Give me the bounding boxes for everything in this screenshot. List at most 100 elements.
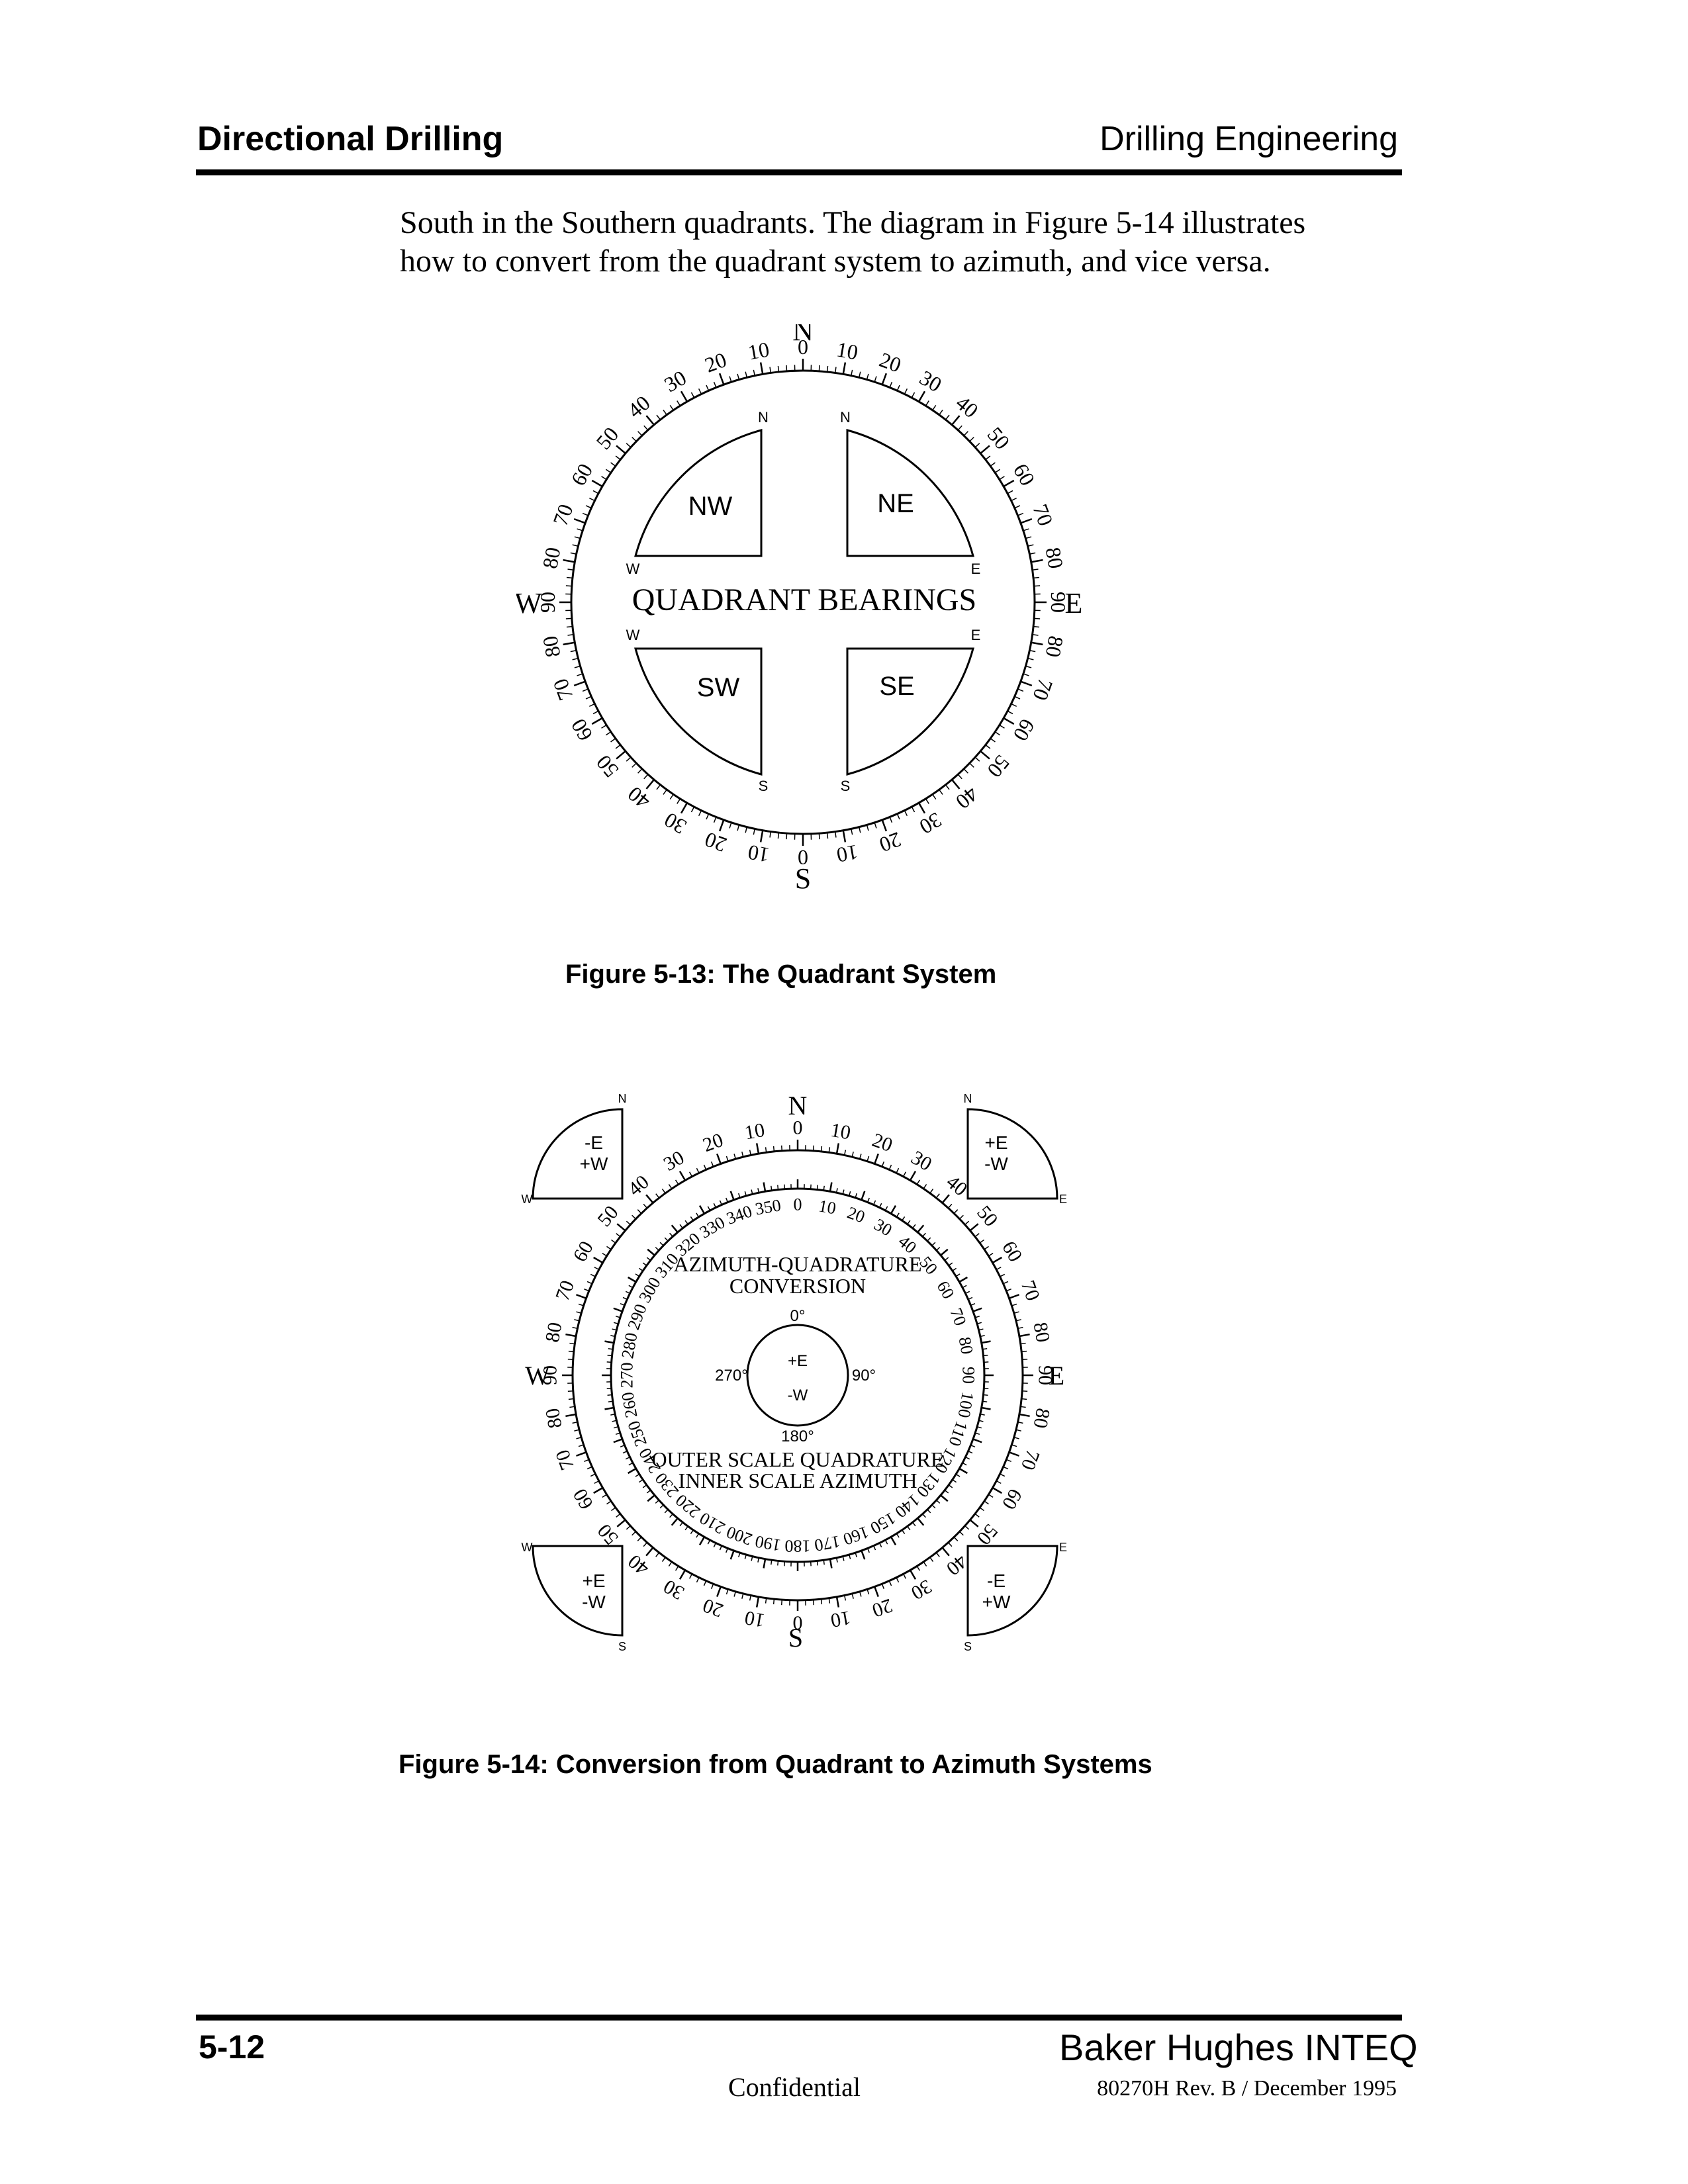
corner-nw	[532, 1108, 624, 1200]
inner-ring	[610, 1187, 986, 1563]
scale-tick	[628, 1462, 633, 1466]
scale-tick	[902, 1216, 906, 1221]
corner-ne-line1: +E	[984, 1132, 1008, 1153]
scale-tick	[972, 1438, 982, 1443]
scale-label: 260	[618, 1390, 641, 1419]
scale-label: 0	[798, 335, 808, 359]
scale-tick	[823, 1560, 825, 1565]
scale-tick	[664, 1237, 669, 1242]
scale-tick	[890, 1205, 897, 1214]
scale-tick	[867, 1197, 870, 1203]
scale-tick	[974, 1233, 980, 1238]
scale-tick	[983, 1394, 988, 1396]
scale-tick	[968, 1451, 973, 1454]
scale-tick	[867, 1589, 870, 1595]
scale-tick	[904, 388, 908, 394]
scale-label: 10	[835, 337, 860, 364]
center-oneeighty-label: 180°	[781, 1428, 814, 1445]
header-section-title: Directional Drilling	[197, 120, 504, 158]
scale-tick	[965, 1291, 970, 1295]
scale-tick	[567, 1390, 573, 1392]
scale-tick	[842, 1556, 845, 1561]
scale-label: 340	[724, 1201, 755, 1228]
scale-tick	[569, 1406, 575, 1408]
corner-se	[966, 1545, 1058, 1637]
scale-tick	[1015, 1429, 1021, 1432]
scale-tick	[896, 813, 900, 820]
scale-tick	[707, 1539, 711, 1545]
scale-tick	[610, 462, 616, 467]
scale-tick	[605, 731, 612, 736]
scale-label: 10	[835, 841, 860, 868]
scale-tick	[567, 1358, 573, 1361]
scale-tick	[628, 1467, 637, 1475]
scale-tick	[659, 1504, 664, 1509]
scale-tick	[574, 536, 581, 539]
scale-tick	[572, 1421, 578, 1424]
figure-5-14-caption: Figure 5-14: Conversion from Quadrant to…	[399, 1750, 1152, 1779]
scale-tick	[939, 789, 943, 795]
scale-tick	[661, 1557, 666, 1562]
quadrant-sectors	[634, 429, 974, 776]
scale-tick	[881, 373, 888, 385]
scale-tick	[751, 1556, 753, 1561]
scale-tick	[851, 1152, 854, 1158]
scale-tick	[563, 559, 575, 563]
scale-tick	[726, 1589, 729, 1595]
scale-tick	[696, 1533, 700, 1538]
scale-tick	[990, 462, 996, 467]
scale-label: 20	[869, 1129, 895, 1156]
small-n-left: N	[758, 409, 769, 426]
small-e-upper: E	[971, 561, 981, 577]
scale-tick	[866, 825, 869, 831]
corner-nw-line1: -E	[585, 1132, 603, 1153]
scale-label: 30	[915, 365, 946, 396]
cardinal-s: S	[795, 862, 811, 895]
scale-tick	[763, 1182, 767, 1192]
scale-tick	[585, 505, 592, 509]
cardinal-s: S	[788, 1623, 803, 1653]
scale-label: 50	[983, 422, 1015, 454]
scale-tick	[889, 817, 893, 823]
label-se: SE	[879, 672, 914, 701]
header-chapter-title: Drilling Engineering	[1100, 120, 1398, 158]
scale-tick	[589, 497, 595, 502]
scale-tick	[896, 1533, 900, 1538]
scale-tick	[606, 1500, 612, 1505]
scale-tick	[904, 810, 908, 816]
scale-tick	[620, 1303, 625, 1306]
scale-tick	[1025, 665, 1032, 668]
scale-tick	[755, 1596, 760, 1608]
scale-label: 0	[793, 1612, 803, 1634]
scale-tick	[1017, 1421, 1023, 1424]
scale-tick	[843, 1150, 847, 1156]
scale-tick	[771, 1560, 773, 1565]
scale-label: 40	[624, 1171, 653, 1201]
scale-label: 50	[983, 751, 1015, 782]
scale-label: 20	[845, 1203, 867, 1226]
cardinal-n: N	[792, 324, 814, 347]
scale-label: 0	[793, 1117, 803, 1139]
scale-tick	[820, 1146, 823, 1152]
scale-label: 50	[591, 751, 623, 782]
scale-tick	[1029, 650, 1036, 653]
scale-tick	[941, 1547, 950, 1557]
scale-tick	[996, 1266, 1002, 1271]
scale-tick	[859, 1591, 862, 1597]
scale-label: 60	[569, 1485, 598, 1513]
scale-tick	[729, 376, 732, 383]
scale-label: 200	[724, 1522, 755, 1549]
body-paragraph: South in the Southern quadrants. The dia…	[400, 204, 1380, 281]
scale-tick	[932, 794, 937, 800]
scale-tick	[757, 1557, 760, 1563]
scale-tick	[953, 1537, 959, 1541]
center-minus-w: -W	[788, 1387, 808, 1404]
scale-tick	[568, 1398, 574, 1400]
scale-tick	[616, 751, 626, 760]
scale-tick	[625, 1456, 630, 1460]
scale-tick	[925, 798, 929, 804]
scale-tick	[679, 1224, 683, 1229]
azimuth-conversion-diagram: 0 10 2030405060708090807060504030201001020…	[522, 1091, 1068, 1653]
scale-tick	[835, 1143, 840, 1154]
scale-tick	[978, 1328, 984, 1331]
